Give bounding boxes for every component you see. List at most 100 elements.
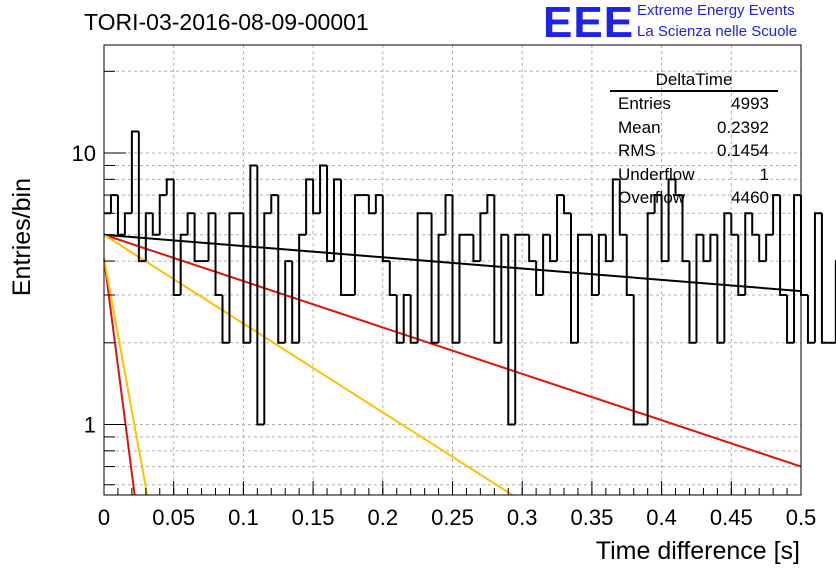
stats-label: RMS	[618, 141, 656, 160]
x-tick-label: 0.25	[431, 505, 474, 530]
histogram-bin	[702, 234, 711, 263]
histogram-bin	[786, 294, 795, 344]
histogram-bin	[479, 212, 488, 262]
histogram-bin	[549, 234, 558, 263]
logo-subtitle-line2: La Scienza nelle Scuole	[637, 23, 798, 40]
histogram-bin	[716, 234, 725, 344]
histogram-bin	[179, 233, 188, 295]
histogram-bin	[632, 294, 641, 426]
histogram-bin	[305, 178, 314, 235]
histogram-bin	[653, 194, 662, 214]
histogram-bin	[172, 179, 181, 296]
histogram-bin	[611, 178, 620, 262]
stats-value: 1	[759, 164, 769, 184]
fit-line	[103, 258, 136, 496]
histogram-bin	[291, 261, 300, 344]
histogram-bin	[409, 294, 418, 344]
histogram-bin	[263, 212, 272, 425]
stats-row-entries: Entries 4993	[610, 92, 778, 116]
histogram-bin	[472, 234, 481, 263]
x-tick-label: 0.1	[228, 505, 259, 530]
histogram-bin	[339, 179, 348, 296]
histogram-bin	[758, 234, 767, 263]
histogram-bin	[214, 213, 223, 296]
histogram-bin	[709, 233, 718, 262]
histogram-bin	[144, 212, 153, 262]
histogram-bin	[569, 213, 578, 344]
logo-subtitle-line1: Extreme Energy Events	[637, 2, 795, 19]
histogram-bin	[284, 260, 293, 343]
stats-label: Entries	[618, 94, 671, 113]
histogram-bin	[416, 212, 425, 343]
histogram-bin	[793, 194, 801, 343]
histogram-bin	[486, 194, 495, 214]
stats-row-underflow: Underflow 1	[610, 163, 778, 187]
x-tick-label: 0.45	[710, 505, 753, 530]
x-axis-label: Time difference [s]	[596, 537, 800, 565]
histogram-bin	[186, 212, 195, 235]
stats-label: Mean	[618, 117, 661, 137]
histogram-bin	[765, 233, 774, 262]
stats-label: Overflow	[618, 188, 686, 207]
histogram-bin	[451, 195, 460, 344]
histogram-bin	[556, 194, 565, 262]
histogram-bin	[597, 233, 606, 295]
histogram-bin	[618, 179, 627, 236]
histogram-bin	[193, 213, 202, 263]
histogram-bin	[646, 212, 655, 425]
histogram-bin	[158, 194, 167, 235]
histogram-bin	[312, 179, 321, 215]
histogram-bin	[820, 213, 829, 344]
histogram-bin	[242, 213, 251, 344]
axis-tick-labels: 0 0.05 0.1 0.15 0.2 0.25 0.3 0.35 0.4 0.45 0.5 1 10	[72, 141, 817, 530]
histogram-bin	[528, 234, 537, 263]
histogram-bin	[221, 294, 230, 344]
histogram-bin	[660, 195, 669, 263]
y-axis-label: Entries/bin	[8, 178, 36, 296]
histogram-bin	[535, 261, 544, 296]
stats-value: 0.2392	[717, 117, 769, 137]
histogram-bin	[151, 213, 160, 236]
histogram-bin	[751, 213, 760, 236]
histogram-bin	[165, 178, 174, 196]
histogram-bin	[249, 164, 258, 343]
histogram-bin	[507, 234, 516, 426]
statistics-box: DeltaTime Entries 4993 Mean 0.2392 RMS 0…	[610, 70, 778, 210]
histogram-bin	[109, 194, 118, 214]
stats-title: DeltaTime	[610, 70, 778, 92]
histogram-bin	[500, 233, 509, 343]
histogram-bin	[813, 212, 822, 343]
stats-value: 4993	[731, 94, 769, 113]
histogram-bin	[800, 195, 808, 296]
x-tick-label: 0.35	[570, 505, 613, 530]
stats-value: 4460	[731, 188, 769, 207]
histogram-series	[104, 130, 836, 426]
histogram-bin	[737, 234, 746, 296]
y-tick-label: 1	[84, 413, 96, 438]
histogram-bin	[256, 165, 265, 426]
x-tick-label: 0.05	[152, 505, 195, 530]
histogram-bin	[674, 179, 683, 197]
histogram-bin	[402, 293, 411, 343]
histogram-bin	[326, 165, 335, 263]
histogram-bin	[563, 195, 571, 215]
eee-logo: EEE	[543, 0, 635, 47]
histogram-bin	[277, 195, 286, 344]
histogram-bin	[667, 178, 676, 262]
histogram-bin	[514, 233, 523, 425]
histogram-bin	[744, 212, 753, 295]
histogram-bin	[137, 131, 146, 263]
stats-label: Underflow	[618, 164, 695, 184]
histogram-bin	[576, 233, 585, 343]
histogram-bin	[207, 212, 216, 262]
histogram-bin	[367, 195, 376, 215]
histogram-bin	[730, 213, 739, 236]
stats-value: 0.1454	[717, 141, 769, 160]
histogram-bin	[806, 294, 815, 344]
histogram-bin	[437, 233, 446, 343]
chart-title: TORI-03-2016-08-09-00001	[84, 9, 369, 35]
histogram-bin	[116, 195, 125, 236]
histogram-bin	[493, 195, 502, 344]
x-tick-label: 0	[98, 505, 110, 530]
